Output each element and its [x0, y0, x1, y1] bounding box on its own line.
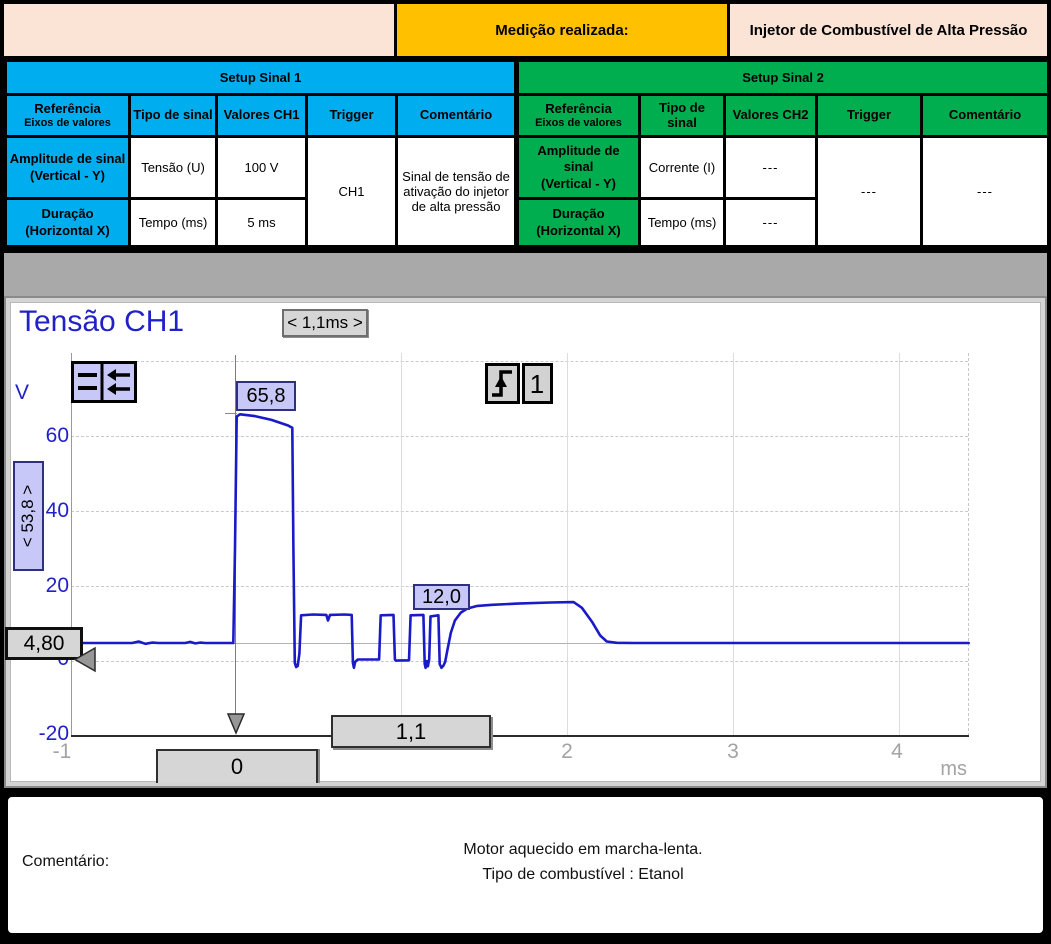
rising-edge-icon [492, 370, 512, 397]
timebase-selector[interactable]: < 1,1ms > [282, 309, 368, 337]
hold-voltage-label[interactable]: 12,0 [413, 584, 470, 610]
ytick-20: 20 [45, 574, 69, 597]
gridline-60v [71, 436, 968, 437]
banner-measurement-label-cell: Medição realizada: [397, 4, 727, 56]
gridline-2ms [567, 353, 568, 736]
setup2-col-referencia: Referência Eixos de valores [516, 93, 641, 138]
setup1-col-valores: Valores CH1 [215, 93, 308, 138]
xtick-3: 3 [727, 740, 739, 763]
setup1-ref-amplitude: Amplitude de sinal (Vertical - Y) [4, 135, 131, 200]
setup1-comment-value: Sinal de tensão de ativação do injetor d… [394, 135, 518, 248]
y-axis-unit-label: V [15, 381, 30, 404]
setup2-ref-amplitude: Amplitude de sinal (Vertical - Y) [516, 135, 641, 200]
xtick-2: 2 [561, 740, 573, 763]
setup1-col-trigger: Trigger [305, 93, 398, 138]
comment-line-2: Tipo de combustível : Etanol [482, 866, 684, 883]
arrows-left-icon [107, 369, 130, 395]
setup2-valor-tempo: --- [723, 197, 818, 248]
gridline-1ms [401, 353, 402, 736]
scope-panel: Tensão CH1 < 1,1ms > V 60 40 20 0 -20 -1… [5, 302, 1041, 783]
gridline-80v [71, 361, 968, 362]
gridline-right-edge [968, 353, 969, 736]
xtick-4: 4 [891, 740, 903, 763]
setup2-ref-duracao: Duração (Horizontal X) [516, 197, 641, 248]
setup1-valor-tensao: 100 V [215, 135, 308, 200]
comment-label: Comentário: [22, 853, 110, 870]
scope-channel-title: Tensão CH1 [19, 305, 185, 338]
bars-icon [78, 373, 97, 390]
x-axis-line [71, 735, 969, 737]
banner-measurement-value-cell: Injetor de Combustível de Alta Pressão [730, 4, 1047, 56]
ytick-60: 60 [45, 424, 69, 447]
gridline-0v [71, 661, 968, 662]
x-axis-unit-label: ms [940, 758, 967, 780]
comment-line-1: Motor aquecido em marcha-lenta. [463, 841, 703, 858]
time-zero-marker-icon[interactable] [224, 712, 248, 736]
waveform-path [67, 413, 971, 670]
gridline-3ms [733, 353, 734, 736]
xtick-neg1: -1 [52, 740, 72, 763]
setup1-title: Setup Sinal 1 [3, 59, 518, 96]
pan-waveform-button[interactable] [71, 361, 137, 403]
divider-band [4, 250, 1047, 296]
setup2-trigger-value: --- [815, 135, 923, 248]
setup2-col-tipo: Tipo de sinal [638, 93, 726, 138]
setup1-ref-duracao: Duração (Horizontal X) [4, 197, 131, 248]
setup2-title: Setup Sinal 2 [515, 59, 1051, 96]
gridline-20v [71, 586, 968, 587]
setup1-col-comentario: Comentário [394, 93, 518, 138]
peak-measure-tick [225, 413, 237, 414]
gridline-40v [71, 511, 968, 512]
delta-time-cursor[interactable]: 1,1 [331, 715, 491, 748]
time-zero-cursor[interactable]: 0 [156, 749, 318, 783]
comment-panel: Comentário: Motor aquecido em marcha-len… [4, 793, 1047, 937]
setup2-tipo-corrente: Corrente (I) [638, 135, 726, 200]
setup-signal-2-table: Setup Sinal 2 Referência Eixos de valore… [515, 59, 1051, 248]
peak-voltage-label[interactable]: 65,8 [236, 381, 296, 411]
trigger-channel-number: 1 [530, 369, 544, 399]
setup1-col-referencia: Referência Eixos de valores [4, 93, 131, 138]
measurement-label: Medição realizada: [495, 21, 629, 39]
trigger-edge-button[interactable]: 1 [485, 363, 553, 404]
setup1-col-tipo: Tipo de sinal [128, 93, 218, 138]
ground-voltage-label[interactable]: 4,80 [5, 627, 83, 660]
setup1-trigger-value: CH1 [305, 135, 398, 248]
setup2-col-valores: Valores CH2 [723, 93, 818, 138]
y-axis-line [71, 353, 72, 736]
ytick-neg20: -20 [38, 722, 69, 745]
setup2-col-comentario: Comentário [919, 93, 1051, 138]
banner-left-blank [4, 4, 394, 56]
setup1-tipo-tempo: Tempo (ms) [128, 197, 218, 248]
setup2-col-trigger: Trigger [815, 93, 923, 138]
ground-level-marker-icon[interactable] [72, 646, 98, 674]
ground-level-line [71, 643, 968, 644]
setup1-valor-tempo: 5 ms [215, 197, 308, 248]
setup-signal-1-table: Setup Sinal 1 Referência Eixos de valore… [3, 59, 518, 248]
setup2-tipo-tempo: Tempo (ms) [638, 197, 726, 248]
waveform-plot [67, 413, 971, 670]
setup2-comment-value: --- [919, 135, 1051, 248]
setup2-valor-corrente: --- [723, 135, 818, 200]
measurement-value: Injetor de Combustível de Alta Pressão [749, 21, 1028, 39]
ytick-40: 40 [45, 499, 69, 522]
delta-voltage-label[interactable]: < 53,8 > [13, 461, 44, 571]
gridline-4ms [899, 353, 900, 736]
setup1-tipo-tensao: Tensão (U) [128, 135, 218, 200]
comment-text: Motor aquecido em marcha-lenta. Tipo de … [308, 837, 858, 887]
